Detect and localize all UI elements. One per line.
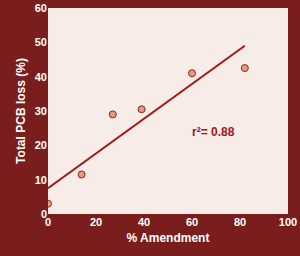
svg-text:50: 50 xyxy=(35,36,47,48)
svg-text:20: 20 xyxy=(35,139,47,151)
svg-text:60: 60 xyxy=(186,216,198,228)
svg-text:40: 40 xyxy=(35,71,47,83)
svg-text:Total PCB loss (%): Total PCB loss (%) xyxy=(14,58,28,164)
svg-text:30: 30 xyxy=(35,105,47,117)
svg-text:20: 20 xyxy=(90,216,102,228)
svg-text:60: 60 xyxy=(35,2,47,14)
svg-text:80: 80 xyxy=(234,216,246,228)
svg-text:0: 0 xyxy=(45,216,51,228)
svg-text:0: 0 xyxy=(41,208,47,220)
svg-text:40: 40 xyxy=(138,216,150,228)
svg-text:% Amendment: % Amendment xyxy=(127,231,210,245)
svg-text:10: 10 xyxy=(35,174,47,186)
svg-text:100: 100 xyxy=(279,216,297,228)
svg-text:r²= 0.88: r²= 0.88 xyxy=(192,125,235,139)
